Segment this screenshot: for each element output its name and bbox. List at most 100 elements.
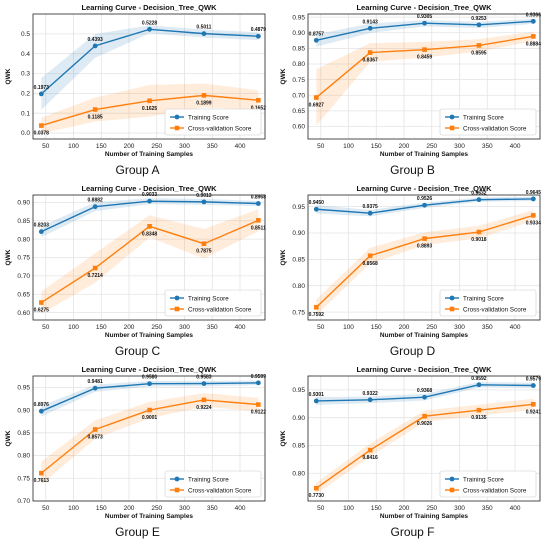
data-label: 0.8882: [88, 198, 104, 204]
x-tick-label: 350: [207, 505, 218, 512]
legend-label: Training Score: [188, 295, 229, 302]
y-tick-label: 0.80: [292, 470, 305, 477]
training-score-point: [255, 201, 261, 206]
chart-title: Learning Curve - Decision_Tree_QWK: [81, 3, 217, 12]
x-tick-label: 250: [151, 505, 162, 512]
y-tick-label: 0.85: [292, 443, 305, 450]
data-label: 0.7730: [309, 493, 325, 499]
data-label: 0.9579: [526, 377, 542, 383]
plot-frame: [32, 194, 266, 321]
x-tick-label: 150: [371, 143, 382, 150]
data-label: 0.7592: [309, 312, 325, 318]
x-axis-label: Number of Training Samples: [380, 332, 469, 339]
x-axis-label: Number of Training Samples: [380, 513, 469, 520]
training-score-point: [92, 385, 98, 391]
x-tick-label: 400: [510, 324, 521, 331]
legend-marker: [449, 114, 455, 120]
cv-score-point: [92, 107, 98, 112]
data-label: 0.9241: [526, 409, 542, 415]
y-tick-label: 0.85: [17, 218, 30, 225]
cv-score-point: [201, 241, 207, 247]
y-tick-label: 0.90: [292, 30, 305, 37]
training-score-point: [422, 202, 427, 208]
training-score-point: [313, 37, 319, 43]
cv-score-point: [147, 224, 152, 229]
plot-frame: [32, 375, 266, 502]
legend-marker: [174, 114, 180, 120]
cv-score-point: [147, 407, 152, 413]
x-tick-label: 250: [151, 143, 162, 150]
y-tick-label: 0.0: [21, 130, 30, 137]
y-tick-label: 0.95: [292, 387, 305, 394]
data-label: 0.9122: [251, 410, 267, 416]
x-tick-label: 350: [207, 143, 218, 150]
data-label: 0.8884: [526, 41, 542, 47]
x-tick-label: 100: [343, 143, 354, 150]
x-tick-label: 150: [96, 324, 107, 331]
x-tick-label: 350: [482, 505, 493, 512]
legend: Training Score Cross-validation Score: [164, 470, 262, 498]
chart-panel: 0.8976 0.9481 0.9580 0.9583 0.9599 0.7613 0.85…: [0, 362, 275, 543]
data-label: 0.1625: [142, 106, 158, 112]
plot-frame: [307, 375, 541, 502]
group-label: Group A: [115, 163, 160, 177]
chart-title: Learning Curve - Decision_Tree_QWK: [356, 3, 492, 12]
data-label: 0.9450: [309, 200, 325, 206]
data-label: 0.9375: [363, 204, 379, 210]
confidence-band: [316, 31, 534, 126]
data-label: 0.9526: [417, 196, 433, 202]
data-label: 0.9368: [417, 388, 433, 394]
training-score-point: [422, 20, 427, 26]
data-label: 0.9143: [363, 19, 379, 25]
data-label: 0.9253: [471, 16, 487, 22]
legend-label: Cross-validation Score: [188, 306, 252, 313]
data-label: 0.8348: [142, 231, 158, 237]
y-tick-label: 0.90: [292, 230, 305, 237]
x-tick-label: 150: [96, 505, 107, 512]
chart-panel: 0.1973 0.4393 0.5228 0.5011 0.4879 0.0378 0.11…: [0, 0, 275, 181]
y-tick-label: 0.75: [292, 309, 305, 316]
training-score-point: [147, 26, 152, 32]
training-score-point: [367, 210, 373, 216]
legend-marker: [174, 295, 180, 301]
data-label: 0.9135: [471, 415, 487, 421]
legend-marker: [449, 125, 455, 131]
legend-label: Training Score: [463, 114, 504, 121]
training-score-point: [92, 204, 98, 210]
data-label: 0.9322: [363, 391, 379, 397]
cv-score-point: [201, 93, 207, 98]
cv-score-point: [39, 300, 44, 305]
data-label: 0.6275: [34, 308, 50, 314]
x-tick-label: 100: [68, 324, 79, 331]
group-label: Group E: [115, 525, 160, 539]
y-tick-label: 0.90: [17, 407, 30, 414]
training-score-point: [38, 91, 44, 97]
legend-marker: [449, 295, 455, 301]
training-score-point: [313, 398, 319, 404]
training-score-point: [38, 229, 44, 235]
cv-score-point: [147, 98, 152, 104]
legend-box: [439, 108, 537, 136]
training-score-point: [201, 199, 207, 205]
group-label: Group F: [390, 525, 435, 539]
chart-panel: 0.9301 0.9322 0.9368 0.9592 0.9579 0.7730 0.84…: [275, 362, 550, 543]
group-label: Group D: [389, 344, 436, 358]
data-label: 0.8976: [34, 402, 50, 408]
data-label: 0.4879: [251, 27, 267, 33]
legend-box: [164, 289, 262, 317]
x-tick-label: 250: [426, 505, 437, 512]
cv-score-point: [314, 304, 319, 310]
x-axis-label: Number of Training Samples: [105, 151, 194, 158]
legend: Training Score Cross-validation Score: [164, 289, 262, 317]
x-tick-label: 300: [454, 505, 465, 512]
data-label: 0.8757: [309, 31, 325, 37]
y-tick-label: 0.70: [17, 273, 30, 280]
cv-score-point: [92, 427, 98, 432]
x-tick-label: 200: [124, 505, 135, 512]
cv-score-point: [39, 470, 44, 476]
x-tick-label: 50: [317, 324, 325, 331]
y-axis-label: QWK: [280, 430, 287, 446]
